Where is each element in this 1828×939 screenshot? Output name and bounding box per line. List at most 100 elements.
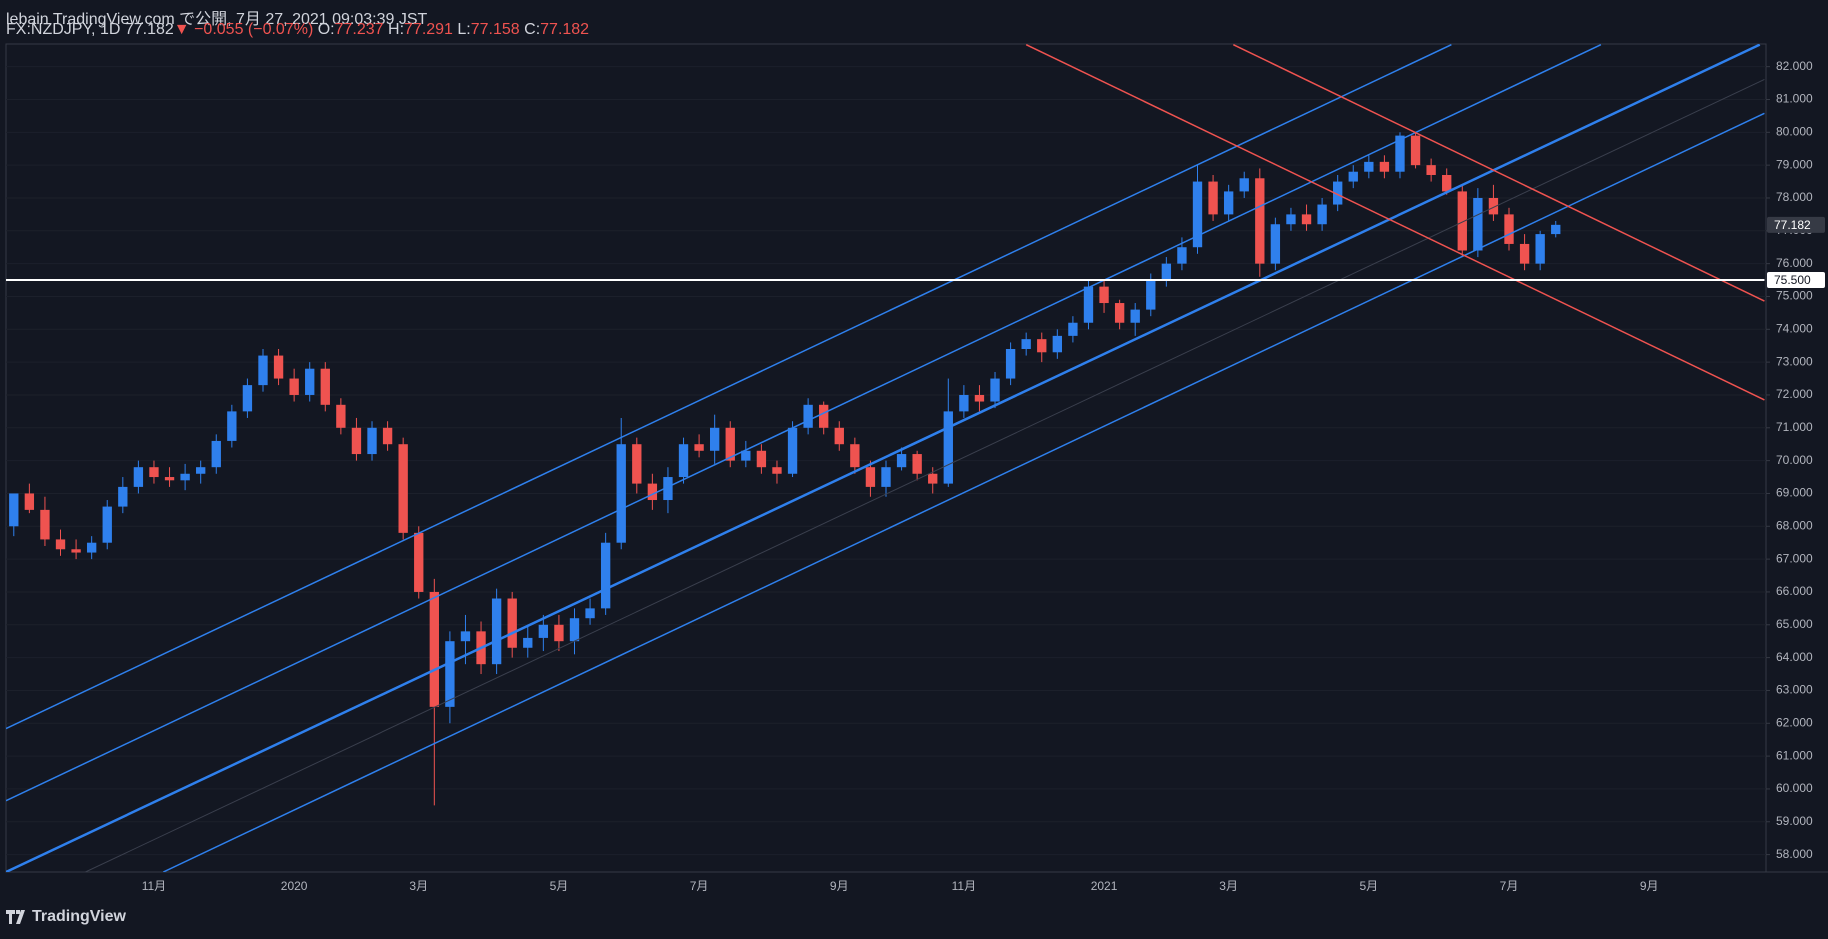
ohlc-key: H: (388, 21, 405, 38)
candle-body (118, 486, 128, 507)
candle-body (1426, 165, 1436, 175)
candle-body (149, 467, 159, 478)
candle-body (55, 539, 66, 550)
candle-body (1442, 174, 1452, 192)
candle-body (1161, 263, 1172, 281)
candle-body (1177, 247, 1187, 264)
candle-body (585, 608, 595, 619)
candle-body (1099, 286, 1109, 304)
price-label: 77.182 (1774, 218, 1811, 232)
candle-body (1364, 161, 1374, 172)
candle-body (1239, 178, 1249, 192)
candle-body (1395, 135, 1405, 172)
y-tick-label: 78.000 (1776, 190, 1813, 204)
candle-body (896, 454, 907, 468)
candle-body (445, 641, 455, 707)
candle-body (1146, 280, 1156, 310)
trend-line (1233, 44, 1765, 302)
candle-body (414, 532, 424, 592)
y-tick-label: 66.000 (1776, 584, 1813, 598)
trend-line (6, 44, 1602, 802)
candle-body (382, 427, 393, 445)
candle-body (1192, 181, 1203, 248)
y-tick-label: 81.000 (1776, 92, 1813, 106)
candle-body (491, 598, 502, 665)
candle-body (1286, 214, 1296, 225)
candle-body (1410, 135, 1421, 166)
ohlc-key: O: (317, 21, 335, 38)
ohlc: O:77.237 H:77.291 L:77.158 C:77.182 (318, 21, 589, 38)
y-tick-label: 62.000 (1776, 715, 1813, 729)
candle-body (663, 477, 673, 501)
candle-body (1301, 214, 1312, 225)
candle-body (632, 444, 642, 484)
candle-body (180, 473, 190, 481)
candle-body (1083, 286, 1094, 323)
candle-body (569, 618, 580, 642)
candle-body (211, 440, 221, 468)
candle-body (1270, 224, 1281, 264)
candle-body (1114, 303, 1125, 323)
x-tick-label: 7月 (1500, 879, 1519, 893)
y-tick-label: 65.000 (1776, 617, 1813, 631)
candle-body (1005, 349, 1016, 379)
candle-body (616, 444, 626, 543)
candle-body (1068, 322, 1078, 336)
candle-body (9, 493, 19, 527)
y-tick-label: 61.000 (1776, 748, 1813, 762)
ohlc-key: C: (524, 21, 541, 38)
candle-body (429, 591, 439, 707)
x-tick-label: 3月 (1219, 879, 1238, 893)
y-tick-label: 76.000 (1776, 256, 1813, 270)
candle-body (1379, 161, 1390, 172)
candle-body (258, 355, 268, 386)
candle-body (24, 493, 35, 510)
y-tick-label: 75.000 (1776, 289, 1813, 303)
candle-body (320, 368, 330, 405)
candle-body (1130, 309, 1140, 323)
trend-line (6, 44, 1452, 730)
logo-icon (6, 910, 25, 924)
candle-body (133, 467, 144, 487)
candle-body (1037, 339, 1047, 353)
candle-body (71, 549, 81, 553)
y-tick-label: 70.000 (1776, 453, 1813, 467)
candle-body (678, 444, 689, 478)
price-label-box (1767, 272, 1825, 289)
candle-body (1473, 197, 1483, 251)
y-tick-label: 79.000 (1776, 157, 1813, 171)
candle-body (756, 450, 767, 468)
candle-body (289, 378, 299, 395)
x-tick-label: 11月 (142, 879, 166, 893)
candle-body (1488, 197, 1499, 215)
y-tick-label: 59.000 (1776, 814, 1813, 828)
candle-body (1223, 191, 1234, 215)
x-tick-label: 5月 (550, 879, 569, 893)
candle-body (1519, 243, 1530, 264)
candle-body (974, 394, 985, 402)
y-tick-label: 60.000 (1776, 781, 1813, 795)
candle-body (507, 598, 517, 648)
x-tick-label: 11月 (952, 879, 976, 893)
x-tick-label: 9月 (1640, 879, 1659, 893)
candle-body (694, 444, 704, 451)
ohlc-value: 77.291 (404, 21, 453, 38)
price-label-box (1767, 216, 1825, 233)
candle-body (305, 368, 315, 395)
candle-body (460, 631, 471, 642)
symbol-bar: FX:NZDJPY, 1D 77.182▼ −0.055 (−0.07%) O:… (6, 21, 589, 39)
ohlc-value: 77.158 (470, 21, 520, 38)
candle-body (1348, 171, 1358, 182)
candle-body (164, 477, 175, 481)
x-tick-label: 7月 (690, 879, 709, 893)
candle-body (1052, 335, 1062, 353)
footer: TradingView (6, 908, 126, 926)
trend-line (85, 79, 1765, 872)
ohlc-value: 77.237 (334, 21, 384, 38)
candle-body (367, 427, 377, 455)
candle-body (959, 394, 969, 412)
candle-body (1535, 234, 1545, 264)
candle-body (912, 454, 922, 474)
